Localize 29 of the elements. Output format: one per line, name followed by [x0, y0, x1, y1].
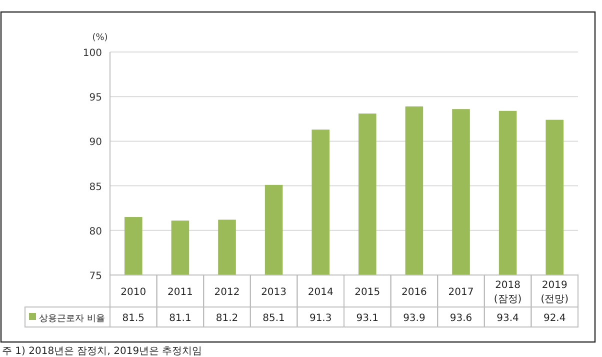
x-tick-label: 2015	[354, 287, 380, 298]
x-tick-label: 2011	[167, 287, 193, 298]
y-tick-label: 100	[82, 48, 102, 59]
y-axis-title: (%)	[92, 33, 108, 43]
x-tick-label: 2013	[261, 287, 287, 298]
x-tick-label: 2010	[120, 287, 146, 298]
x-tick-label: 2016	[401, 287, 427, 298]
x-tick-label: 2017	[448, 287, 474, 298]
y-tick-label: 85	[89, 182, 102, 193]
x-tick-label: 2019 (전망)	[540, 280, 569, 305]
data-label: 85.1	[262, 313, 285, 324]
data-label: 91.3	[309, 313, 332, 324]
data-label: 81.1	[169, 313, 192, 324]
x-tick-label: 2014	[308, 287, 334, 298]
y-tick-label: 95	[89, 92, 102, 104]
data-label: 93.6	[450, 313, 472, 324]
data-label: 93.4	[496, 313, 519, 324]
text: 주 1) 2018년은 잠정치, 2019년은 추정치임	[2, 346, 202, 357]
legend-label: 상용근로자 비율	[39, 314, 105, 324]
y-tick-label: 80	[89, 226, 102, 238]
data-label: 92.4	[543, 313, 566, 324]
y-tick-label: 75	[89, 271, 102, 282]
data-label: 81.2	[216, 313, 238, 324]
x-tick-label: 2018 (잠정)	[494, 280, 522, 305]
data-label: 93.1	[356, 313, 379, 324]
y-tick-label: 90	[89, 137, 102, 148]
data-label: 81.5	[122, 313, 145, 324]
data-label: 93.9	[403, 313, 426, 324]
x-tick-label: 2012	[214, 287, 240, 298]
